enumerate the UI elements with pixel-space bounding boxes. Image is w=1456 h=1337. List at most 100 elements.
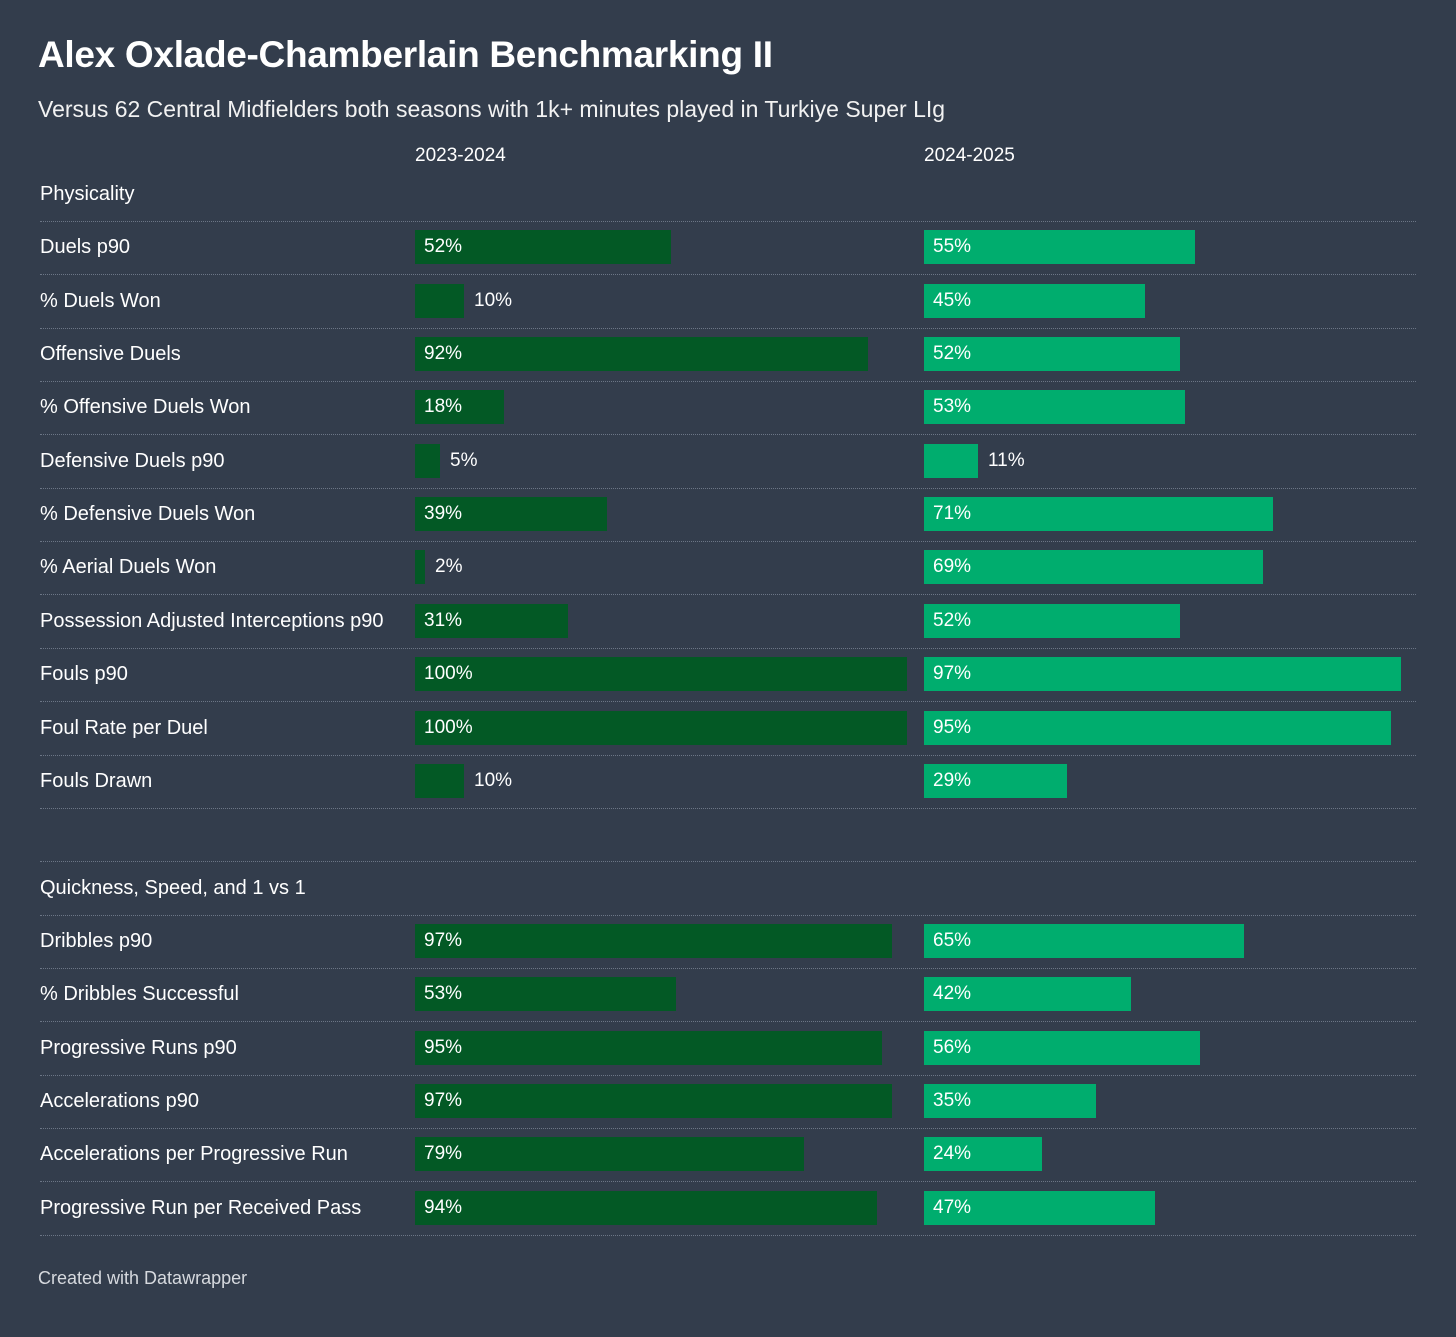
bar-value-label-season-1: 10%: [474, 769, 513, 791]
bar-value-label-season-1: 79%: [424, 1143, 463, 1165]
metric-row: Progressive Run per Received Pass 94% 47%: [40, 1182, 1416, 1236]
bar-value-label-season-2: 45%: [933, 289, 972, 311]
bar-value-label-season-2: 47%: [933, 1196, 972, 1218]
metric-label: Progressive Runs p90: [40, 1036, 237, 1059]
metric-row: Fouls Drawn 10% 29%: [40, 755, 1416, 809]
bar-season-2: [924, 283, 1145, 318]
bar-value-label-season-2: 24%: [933, 1143, 972, 1165]
bar-season-2: [924, 1083, 1096, 1118]
chart-subtitle: Versus 62 Central Midfielders both seaso…: [38, 96, 946, 122]
bar-season-1: [415, 337, 868, 372]
metric-label: Dribbles p90: [40, 929, 153, 952]
bar-value-label-season-2: 95%: [933, 716, 972, 738]
metric-row: Accelerations p90 97% 35%: [40, 1075, 1416, 1129]
metric-label: Defensive Duels p90: [40, 449, 225, 472]
metric-label: Fouls Drawn: [40, 769, 153, 792]
bar-season-1: [415, 603, 568, 638]
metric-row: Defensive Duels p90 5% 11%: [40, 435, 1416, 489]
bar-value-label-season-2: 52%: [933, 343, 972, 365]
bar-season-1: [415, 1137, 804, 1172]
metric-label: Duels p90: [40, 236, 131, 259]
bar-season-1: [415, 283, 464, 318]
bar-season-1: [415, 443, 440, 478]
bar-value-label-season-2: 35%: [933, 1089, 972, 1111]
metric-row: % Offensive Duels Won 18% 53%: [40, 381, 1416, 436]
bar-season-1: [415, 497, 607, 532]
bar-value-label-season-1: 94%: [424, 1196, 463, 1218]
metric-row: Duels p90 52% 55%: [40, 221, 1416, 276]
bar-season-2: [924, 1030, 1200, 1065]
bar-season-1: [415, 230, 671, 265]
bar-season-2: [924, 550, 1263, 585]
metric-label: % Duels Won: [40, 289, 161, 312]
metric-label: Accelerations p90: [40, 1089, 199, 1112]
bar-value-label-season-1: 52%: [424, 236, 463, 258]
bar-season-1: [415, 710, 907, 745]
bar-value-label-season-2: 65%: [933, 929, 972, 951]
chart-title: Alex Oxlade-Chamberlain Benchmarking II: [38, 34, 773, 75]
bar-season-2: [924, 390, 1185, 425]
bar-season-1: [415, 923, 892, 958]
bar-season-1: [415, 977, 676, 1012]
metric-label: Possession Adjusted Interceptions p90: [40, 609, 384, 632]
section-header-row: Physicality: [40, 168, 1416, 222]
bar-season-2: [924, 710, 1391, 745]
bar-season-2: [924, 763, 1067, 798]
bar-season-2: [924, 230, 1195, 265]
bar-season-2: [924, 603, 1180, 638]
bar-value-label-season-1: 100%: [424, 663, 473, 685]
bar-value-label-season-1: 18%: [424, 396, 463, 418]
metric-label: Foul Rate per Duel: [40, 716, 208, 739]
section-header-row: Quickness, Speed, and 1 vs 1: [40, 862, 1416, 916]
bar-value-label-season-2: 29%: [933, 769, 972, 791]
bar-value-label-season-1: 5%: [450, 449, 478, 471]
bar-season-2: [924, 977, 1131, 1012]
metric-row: % Dribbles Successful 53% 42%: [40, 968, 1416, 1023]
metric-label: Accelerations per Progressive Run: [40, 1143, 348, 1166]
metric-label: Progressive Run per Received Pass: [40, 1196, 362, 1219]
bar-season-1: [415, 1190, 877, 1225]
metric-label: % Dribbles Successful: [40, 983, 239, 1006]
bar-value-label-season-2: 69%: [933, 556, 972, 578]
bar-season-1: [415, 657, 907, 692]
metric-row: Possession Adjusted Interceptions p90 31%…: [40, 595, 1416, 649]
bar-season-2: [924, 443, 978, 478]
bar-value-label-season-1: 95%: [424, 1036, 463, 1058]
spacer-row: [40, 808, 1416, 863]
column-header-season-2: 2024-2025: [924, 145, 1015, 166]
bar-value-label-season-2: 53%: [933, 396, 972, 418]
bar-season-2: [924, 923, 1244, 958]
bar-season-1: [415, 1030, 882, 1065]
bar-value-label-season-2: 71%: [933, 503, 972, 525]
column-header-season-1: 2023-2024: [415, 145, 506, 166]
section-header-label: Physicality: [40, 183, 135, 205]
bar-value-label-season-1: 97%: [424, 1089, 463, 1111]
bar-value-label-season-1: 31%: [424, 609, 463, 631]
bar-season-2: [924, 1137, 1042, 1172]
metric-row: Offensive Duels 92% 52%: [40, 328, 1416, 383]
metric-label: % Offensive Duels Won: [40, 396, 251, 419]
bar-season-1: [415, 763, 464, 798]
metric-row: Dribbles p90 97% 65%: [40, 915, 1416, 969]
bar-value-label-season-1: 10%: [474, 289, 513, 311]
metric-label: Offensive Duels: [40, 343, 181, 366]
bar-value-label-season-1: 39%: [424, 503, 463, 525]
bar-value-label-season-1: 92%: [424, 343, 463, 365]
metric-row: Progressive Runs p90 95% 56%: [40, 1022, 1416, 1076]
metric-row: % Duels Won 10% 45%: [40, 275, 1416, 329]
bar-value-label-season-2: 11%: [988, 449, 1025, 471]
footer-credit: Created with Datawrapper: [38, 1268, 248, 1288]
bar-season-2: [924, 657, 1401, 692]
metric-label: % Defensive Duels Won: [40, 503, 256, 526]
bar-value-label-season-2: 52%: [933, 609, 972, 631]
bar-season-2: [924, 497, 1273, 532]
metric-row: % Defensive Duels Won 39% 71%: [40, 488, 1416, 543]
bar-value-label-season-2: 42%: [933, 983, 972, 1005]
bar-season-1: [415, 1083, 892, 1118]
section-header-label: Quickness, Speed, and 1 vs 1: [40, 876, 306, 899]
metric-row: % Aerial Duels Won 2% 69%: [40, 541, 1416, 596]
bar-value-label-season-1: 53%: [424, 983, 463, 1005]
bar-value-label-season-1: 97%: [424, 929, 463, 951]
bar-season-2: [924, 1190, 1155, 1225]
